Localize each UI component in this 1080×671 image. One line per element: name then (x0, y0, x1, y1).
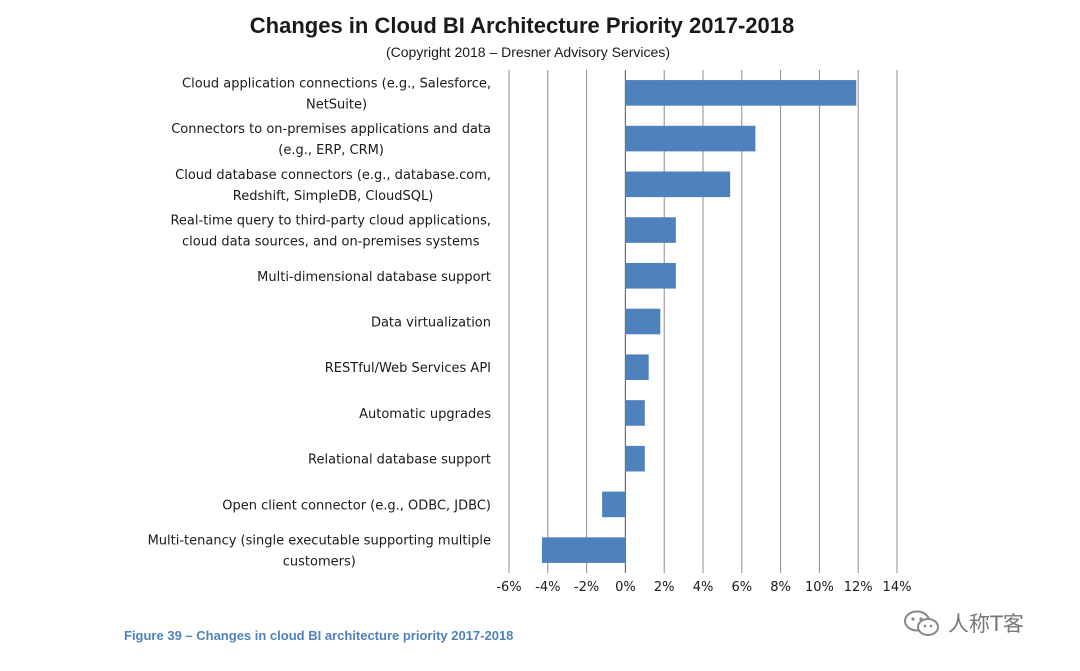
category-label: Relational database support (308, 453, 491, 468)
bar (625, 262, 676, 289)
x-tick-labels: -6% -4% -2% 0% 2% 4% 6% 8% 10% 12% 14% (496, 580, 911, 595)
category-label: Open client connector (e.g., ODBC, JDBC) (222, 498, 491, 513)
category-label: cloud data sources, and on-premises syst… (182, 235, 480, 250)
category-label: Real-time query to third-party cloud app… (170, 214, 491, 229)
bar (625, 171, 731, 198)
x-tick-label: 10% (805, 580, 834, 595)
x-tick-label: 14% (883, 580, 912, 595)
chart-subtitle: (Copyright 2018 – Dresner Advisory Servi… (386, 44, 670, 60)
chart-title: Changes in Cloud BI Architecture Priorit… (250, 13, 794, 38)
bar (625, 445, 645, 472)
x-tick-label: -2% (574, 580, 599, 595)
wechat-icon (904, 610, 939, 636)
category-label: Cloud database connectors (e.g., databas… (175, 168, 491, 183)
x-tick-label: 12% (844, 580, 873, 595)
figure-caption: Figure 39 – Changes in cloud BI architec… (124, 628, 514, 643)
bar (625, 400, 645, 426)
watermark-text: 人称T客 (948, 612, 1024, 636)
category-label: Multi-tenancy (single executable support… (148, 534, 491, 549)
bar (625, 80, 857, 106)
bar (541, 537, 626, 563)
category-label: Connectors to on-premises applications a… (171, 122, 491, 137)
category-label: RESTful/Web Services API (325, 361, 491, 376)
bar (625, 125, 756, 152)
category-label: Multi-dimensional database support (257, 270, 491, 285)
x-tick-label: -6% (496, 580, 521, 595)
category-label: Cloud application connections (e.g., Sal… (182, 76, 491, 91)
bar (625, 217, 676, 243)
category-labels: Cloud application connections (e.g., Sal… (148, 76, 492, 569)
category-label: Data virtualization (371, 316, 491, 331)
x-tick-label: 4% (693, 580, 714, 595)
watermark: 人称T客 (902, 608, 1024, 638)
x-tick-label: -4% (535, 580, 560, 595)
grid-lines (508, 70, 898, 573)
x-tick-label: 2% (654, 580, 675, 595)
category-label: Redshift, SimpleDB, CloudSQL) (233, 189, 434, 204)
category-label: Automatic upgrades (359, 407, 491, 422)
bars (541, 80, 857, 563)
bar (602, 491, 626, 518)
category-label: NetSuite) (306, 97, 367, 112)
bar (625, 308, 661, 335)
category-label: customers) (283, 555, 356, 570)
x-tick-label: 8% (770, 580, 791, 595)
category-label: (e.g., ERP, CRM) (278, 143, 384, 158)
x-tick-label: 6% (731, 580, 752, 595)
bar (625, 354, 649, 381)
x-tick-label: 0% (615, 580, 636, 595)
